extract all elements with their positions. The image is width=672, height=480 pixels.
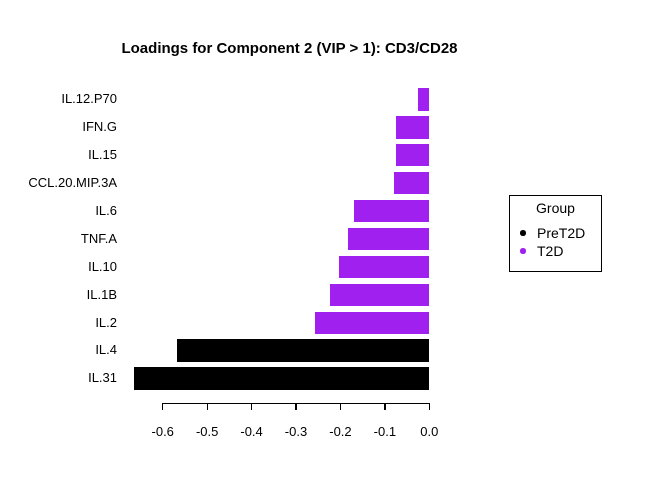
x-axis-tick-label: -0.5	[195, 423, 219, 439]
legend-title: Group	[536, 200, 575, 216]
legend-items: PreT2D T2D	[510, 224, 601, 260]
legend-item-t2d: T2D	[510, 242, 601, 260]
y-axis-label: CCL.20.MIP.3A	[28, 175, 117, 190]
y-axis-label: IL.15	[88, 147, 117, 163]
y-axis-label: IL.6	[95, 202, 117, 218]
y-axis-label: IL.4	[95, 342, 117, 358]
bar-t2d	[339, 255, 430, 279]
x-axis-tick-label: -0.6	[151, 423, 174, 439]
bar-t2d	[330, 283, 430, 306]
x-axis-tick-label: -0.1	[373, 423, 397, 439]
x-axis-tick-label: 0.0	[420, 423, 439, 439]
legend-item-label: PreT2D	[537, 225, 586, 241]
bar-t2d	[394, 172, 430, 195]
x-axis-tick-label: -0.3	[284, 423, 308, 439]
legend-dot-icon	[520, 230, 526, 236]
x-axis-tick	[162, 403, 164, 411]
y-axis-label: IFN.G	[82, 119, 117, 135]
legend-box: Group PreT2D T2D	[509, 195, 602, 272]
x-axis-tick-label: -0.2	[329, 423, 352, 439]
legend-item-label: T2D	[537, 243, 564, 259]
y-axis-label: IL.12.P70	[61, 91, 117, 107]
bar-t2d	[315, 311, 430, 334]
bar-pret2d	[176, 339, 430, 362]
legend-dot-icon	[520, 248, 526, 254]
x-axis-tick	[295, 403, 297, 411]
bar-t2d	[417, 88, 430, 111]
x-axis-tick	[384, 403, 386, 411]
x-axis-tick	[206, 403, 208, 411]
y-axis-label: IL.1B	[86, 286, 117, 302]
y-axis-label: IL.10	[88, 258, 117, 274]
y-axis-label: TNF.A	[80, 230, 117, 246]
x-axis-tick-label: -0.4	[240, 423, 263, 439]
bar-t2d	[395, 116, 430, 139]
x-axis-tick	[339, 403, 342, 411]
x-axis-tick	[428, 403, 430, 411]
x-axis-tick	[250, 403, 253, 411]
y-axis-label: IL.31	[88, 370, 117, 386]
bar-t2d	[354, 199, 430, 223]
legend-item-pret2d: PreT2D	[510, 224, 601, 242]
y-axis-label: IL.2	[95, 314, 117, 330]
bar-pret2d	[133, 367, 430, 390]
bar-t2d	[395, 144, 430, 167]
bar-t2d	[347, 227, 430, 251]
chart-title: Loadings for Component 2 (VIP > 1): CD3/…	[121, 40, 458, 57]
